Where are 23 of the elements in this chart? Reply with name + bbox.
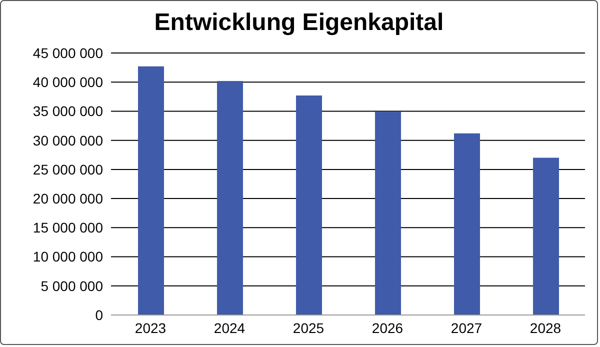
bar: [217, 80, 243, 315]
y-tick-label: 30 000 000: [32, 132, 104, 148]
y-tick-label: 5 000 000: [40, 278, 104, 294]
y-tick-label: 35 000 000: [32, 103, 104, 120]
x-tick-label: 2025: [292, 320, 324, 336]
chart-title: Entwicklung Eigenkapital: [153, 9, 445, 38]
bar: [533, 158, 559, 315]
y-tick-label: 40 000 000: [32, 74, 104, 90]
bar: [296, 96, 322, 315]
x-tick-label: 2024: [214, 320, 246, 336]
y-tick-label: 20 000 000: [32, 190, 104, 207]
bar: [375, 112, 401, 315]
x-tick-label: 2023: [134, 320, 166, 336]
y-tick-label: 45 000 000: [32, 44, 104, 61]
bar: [454, 133, 480, 315]
x-tick-label: 2026: [372, 320, 404, 336]
x-tick-label: 2027: [450, 320, 482, 336]
y-tick-label: 0: [95, 306, 104, 323]
y-tick-label: 10 000 000: [32, 248, 104, 265]
bar: [138, 66, 164, 315]
y-tick-label: 15 000 000: [32, 220, 104, 236]
y-tick-label: 25 000 000: [32, 161, 104, 178]
x-tick-label: 2028: [530, 320, 562, 336]
